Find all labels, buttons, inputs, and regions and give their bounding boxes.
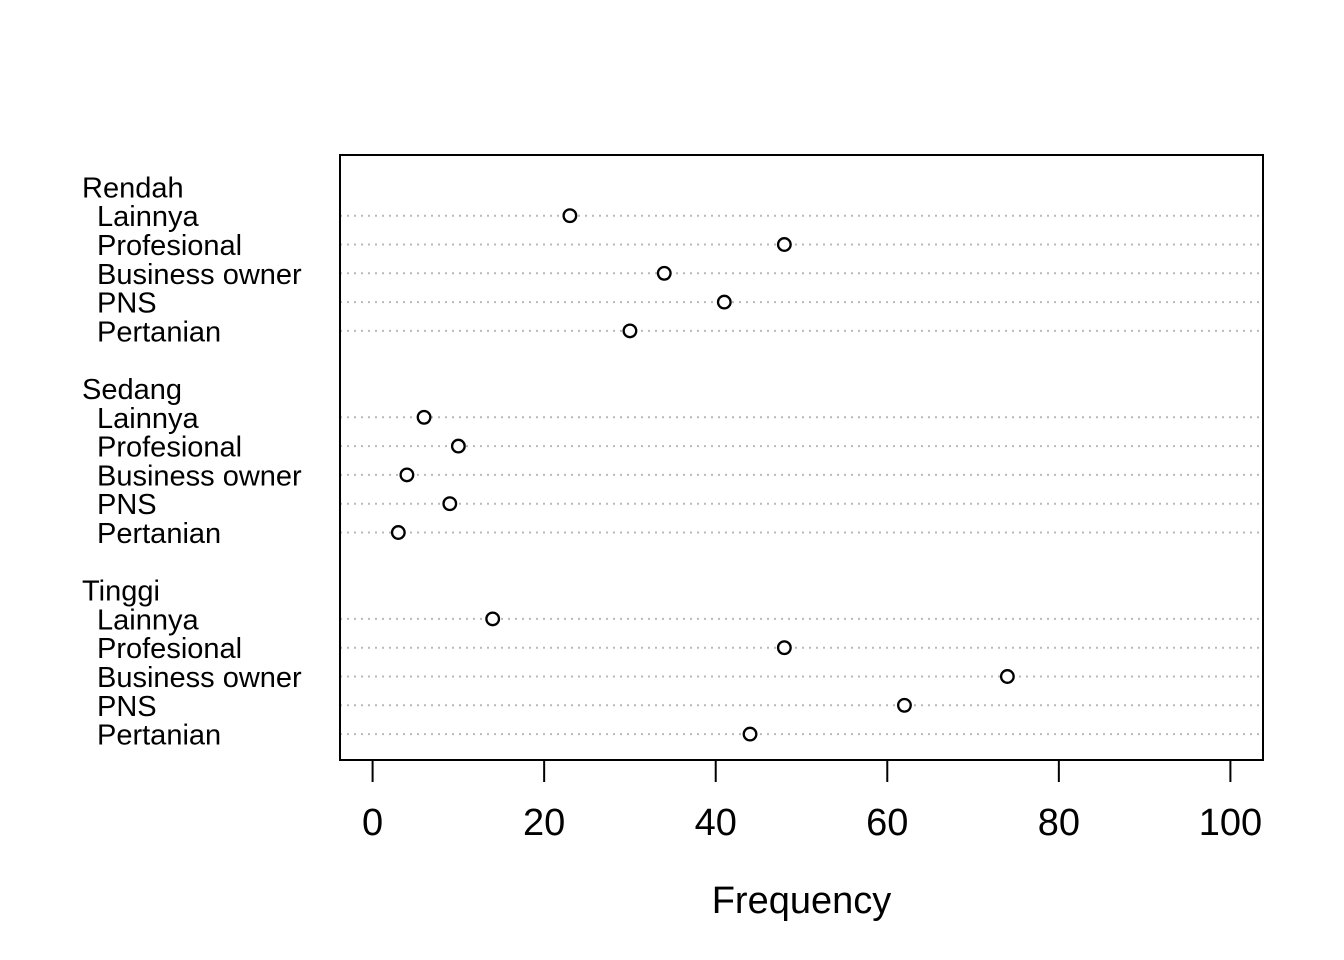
data-point — [442, 496, 458, 512]
group-label: Rendah — [82, 172, 184, 204]
category-label: Profesional — [97, 633, 242, 665]
data-point — [716, 294, 732, 310]
plot-border — [339, 154, 1264, 761]
data-point — [399, 467, 415, 483]
category-label: Lainnya — [97, 604, 199, 636]
category-label: PNS — [97, 489, 157, 521]
data-point — [390, 525, 406, 540]
data-point — [450, 438, 466, 454]
category-label: PNS — [97, 288, 157, 320]
data-point — [485, 611, 501, 627]
data-point — [742, 726, 758, 742]
category-label: Business owner — [97, 662, 302, 694]
data-point — [656, 265, 672, 281]
category-label: Pertanian — [97, 316, 221, 348]
group-label: Tinggi — [82, 576, 160, 608]
category-label: Pertanian — [97, 518, 221, 550]
category-label: Business owner — [97, 460, 302, 492]
group-label: Sedang — [82, 374, 182, 406]
x-tick-label: 100 — [1199, 802, 1262, 844]
data-point — [562, 208, 578, 224]
x-tick-label: 40 — [695, 802, 737, 844]
x-axis-title: Frequency — [712, 880, 892, 922]
category-label: Profesional — [97, 230, 242, 262]
data-point — [416, 409, 432, 425]
category-label: PNS — [97, 691, 157, 723]
data-point — [999, 669, 1015, 684]
data-point — [776, 640, 792, 656]
category-label: Profesional — [97, 432, 242, 464]
category-label: Pertanian — [97, 720, 221, 752]
x-tick-label: 20 — [523, 802, 565, 844]
x-tick-label: 80 — [1038, 802, 1080, 844]
category-label: Business owner — [97, 259, 302, 291]
category-label: Lainnya — [97, 403, 199, 435]
x-tick-label: 60 — [866, 802, 908, 844]
x-tick-label: 0 — [362, 802, 383, 844]
data-point — [776, 237, 792, 252]
data-point — [622, 323, 638, 339]
category-label: Lainnya — [97, 201, 199, 233]
data-point — [896, 697, 912, 713]
